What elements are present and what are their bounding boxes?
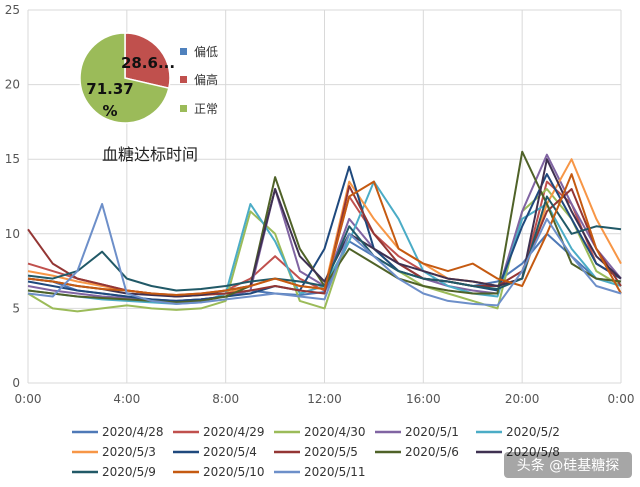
pie-slice xyxy=(124,32,171,90)
legend-label: 2020/4/29 xyxy=(203,425,265,439)
chart-legend: 2020/4/28 2020/4/29 2020/4/30 2020/5/1 2020/… xyxy=(72,425,560,479)
x-axis-ticks: 0:00 4:00 8:00 12:00 16:00 20:00 0:00 xyxy=(15,392,635,406)
pie-data-label: 28.6... xyxy=(121,54,175,72)
x-tick-label: 16:00 xyxy=(406,392,441,406)
grid-lines xyxy=(27,9,622,384)
legend-label: 2020/5/3 xyxy=(102,445,156,459)
y-tick-label: 10 xyxy=(5,227,20,241)
legend-label: 2020/5/6 xyxy=(405,445,459,459)
legend-label: 2020/5/4 xyxy=(203,445,257,459)
legend-label: 2020/5/10 xyxy=(203,465,265,479)
series-line xyxy=(27,165,622,302)
legend-label: 2020/5/8 xyxy=(506,445,560,459)
pie-legend-swatch xyxy=(180,76,187,83)
pie-legend-swatch xyxy=(180,48,187,55)
y-axis-ticks: 0 5 10 15 20 25 xyxy=(5,3,20,390)
pie-legend-label: 偏高 xyxy=(194,72,218,87)
y-tick-label: 5 xyxy=(12,301,20,315)
pie-data-label: 71.37 xyxy=(86,80,133,98)
pie-data-label: % xyxy=(102,102,117,120)
legend-label: 2020/5/5 xyxy=(304,445,358,459)
pie-slice xyxy=(79,32,170,124)
x-tick-label: 12:00 xyxy=(307,392,342,406)
y-tick-label: 20 xyxy=(5,78,20,92)
legend-label: 2020/5/11 xyxy=(304,465,366,479)
x-tick-label: 0:00 xyxy=(608,392,635,406)
x-tick-label: 8:00 xyxy=(212,392,239,406)
watermark-badge xyxy=(504,452,632,478)
x-tick-label: 4:00 xyxy=(113,392,140,406)
series-lines xyxy=(27,150,622,313)
legend-label: 2020/5/1 xyxy=(405,425,459,439)
x-tick-label: 20:00 xyxy=(505,392,540,406)
pie-legend-label: 偏低 xyxy=(194,44,218,59)
pie-legend-label: 正常 xyxy=(194,102,218,116)
legend-label: 2020/5/2 xyxy=(506,425,560,439)
legend-label: 2020/4/30 xyxy=(304,425,366,439)
x-tick-label: 0:00 xyxy=(15,392,42,406)
pie-chart: 28.6... 71.37% xyxy=(79,32,175,124)
y-tick-label: 0 xyxy=(12,376,20,390)
y-tick-label: 25 xyxy=(5,3,20,17)
pie-legend-swatch xyxy=(180,105,187,112)
series-line xyxy=(27,203,622,307)
legend-label: 2020/5/9 xyxy=(102,465,156,479)
watermark-text: 头条 @硅基糖探 xyxy=(517,457,619,474)
legend-label: 2020/4/28 xyxy=(102,425,164,439)
y-tick-label: 15 xyxy=(5,152,20,166)
pie-title: 血糖达标时间 xyxy=(102,145,198,164)
